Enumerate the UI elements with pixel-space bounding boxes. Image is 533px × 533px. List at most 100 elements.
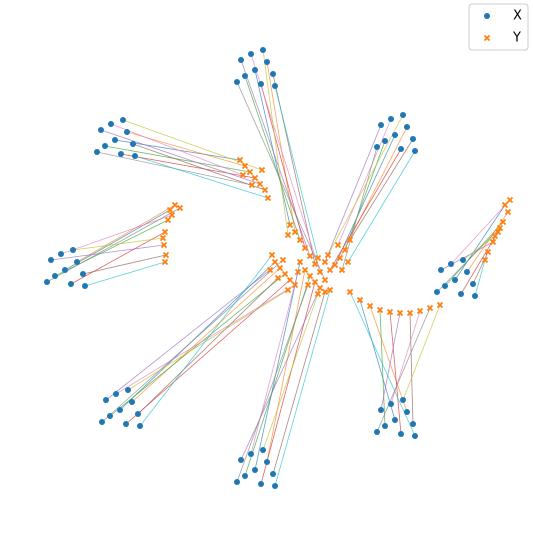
point (176, 204, 184, 212)
connection-line (104, 145, 251, 173)
point (311, 260, 319, 268)
point (321, 258, 329, 266)
point (272, 83, 278, 89)
connection-line (236, 284, 309, 483)
point (410, 136, 416, 142)
connection-line (380, 312, 401, 411)
point (296, 258, 304, 266)
point (279, 256, 287, 264)
connection-line (70, 231, 166, 285)
point (336, 254, 344, 262)
point (442, 283, 448, 289)
point (264, 194, 272, 202)
point (392, 417, 398, 423)
point (472, 293, 478, 299)
connection-line (462, 235, 496, 261)
point (160, 241, 168, 249)
point (137, 423, 143, 429)
point (258, 481, 264, 487)
point (135, 411, 141, 417)
connection-line (84, 261, 166, 287)
point (99, 419, 105, 425)
point (491, 232, 499, 240)
point (321, 288, 329, 296)
connection-line (131, 267, 281, 403)
connection-line (134, 155, 269, 199)
point (248, 451, 254, 457)
point (251, 174, 259, 182)
connection-line (274, 85, 319, 259)
connection-line (72, 237, 164, 251)
point (496, 224, 504, 232)
point (284, 231, 292, 239)
point (284, 286, 292, 294)
point (256, 180, 264, 188)
connection-line (389, 311, 402, 435)
point (324, 251, 332, 259)
connection-line (339, 126, 408, 259)
point (132, 153, 138, 159)
connection-line (120, 153, 256, 179)
point (306, 252, 314, 260)
point (242, 473, 248, 479)
point (286, 221, 294, 229)
point (124, 129, 130, 135)
connections (46, 49, 511, 487)
point (404, 124, 410, 130)
point (410, 421, 416, 427)
point (270, 471, 276, 477)
point (304, 281, 312, 289)
point (448, 261, 454, 267)
connection-line (60, 214, 173, 255)
point (107, 413, 113, 419)
point (464, 269, 470, 275)
connection-line (272, 291, 326, 475)
point (356, 296, 364, 304)
connection-line (266, 61, 296, 233)
connection-line (250, 271, 299, 455)
point (62, 267, 68, 273)
point (344, 258, 352, 266)
point (398, 431, 404, 437)
point (248, 181, 256, 189)
point (489, 238, 497, 246)
point (291, 281, 299, 289)
series-x (44, 47, 478, 489)
connection-line (250, 53, 321, 273)
connection-line (139, 254, 273, 427)
point (314, 290, 322, 298)
point (264, 59, 270, 65)
connection-line (359, 299, 396, 421)
connection-line (260, 281, 316, 485)
point (506, 196, 514, 204)
point (306, 272, 314, 280)
connection-line (125, 279, 291, 425)
connection-line (324, 124, 382, 263)
series-y (159, 156, 514, 317)
connection-line (450, 199, 511, 265)
connection-line (266, 269, 306, 463)
connection-line (82, 254, 167, 275)
point (102, 143, 108, 149)
point (117, 407, 123, 413)
point (238, 457, 244, 463)
point (366, 302, 374, 310)
connection-line (344, 140, 386, 251)
connection-line (472, 251, 489, 285)
point (164, 216, 172, 224)
point (161, 258, 169, 266)
connection-line (436, 227, 501, 293)
point (234, 479, 240, 485)
connection-line (402, 304, 441, 401)
point (412, 148, 418, 154)
point (374, 144, 380, 150)
point (252, 467, 258, 473)
point (346, 288, 354, 296)
point (248, 51, 254, 57)
point (392, 132, 398, 138)
connection-line (334, 134, 396, 266)
connection-line (100, 129, 261, 185)
point (271, 258, 279, 266)
connection-line (244, 75, 301, 241)
connection-line (132, 143, 266, 191)
